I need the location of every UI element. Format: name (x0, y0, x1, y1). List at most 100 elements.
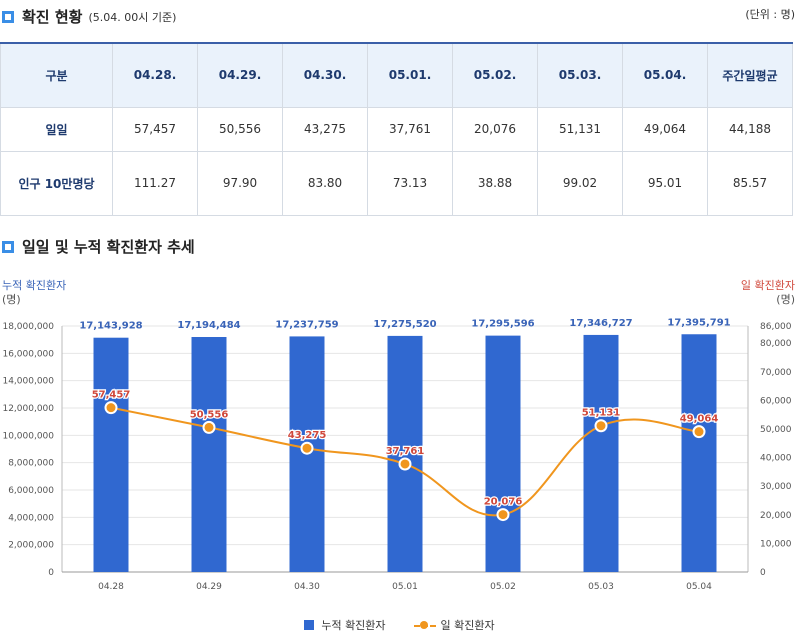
left-axis-tick-label: 18,000,000 (2, 322, 54, 332)
bar (681, 334, 717, 572)
table-cell: 97.90 (197, 150, 283, 216)
table-cell: 49,064 (622, 106, 708, 152)
bar-data-label: 17,295,596 (471, 319, 534, 330)
unit-label: (단위 : 명) (745, 8, 795, 21)
section-header-status: 확진 현황 (5.04. 00시 기준) (2, 6, 176, 27)
bar-data-label: 17,275,520 (373, 319, 436, 330)
header-cell: 05.04. (622, 42, 708, 108)
left-axis-label: 누적 확진환자 (2, 279, 67, 292)
legend-item-daily[interactable]: 일 확진환자 (413, 617, 495, 633)
line-data-label: 20,076 (484, 497, 523, 508)
line-swatch-icon (413, 620, 436, 630)
right-axis-label: 일 확진환자 (740, 279, 795, 292)
right-axis-tick-label: 0 (760, 568, 766, 578)
right-axis-unit: (명) (776, 293, 795, 306)
right-axis-title: 일 확진환자 (명) (741, 279, 795, 307)
table-cell: 95.01 (622, 150, 708, 216)
right-axis-tick-label: 30,000 (760, 482, 792, 492)
left-axis-tick-label: 12,000,000 (2, 404, 54, 414)
table-cell: 57,457 (112, 106, 198, 152)
bar-data-label: 17,395,791 (667, 317, 730, 328)
header-cell: 04.29. (197, 42, 283, 108)
section-header-trend: 일일 및 누적 확진환자 추세 (2, 236, 195, 257)
table-cell: 85.57 (707, 150, 793, 216)
bar (387, 335, 423, 572)
section-title: 확진 현황 (22, 8, 83, 26)
square-bullet-icon (2, 240, 14, 253)
table-cell: 38.88 (452, 150, 538, 216)
left-axis-tick-label: 16,000,000 (2, 349, 54, 359)
line-point (104, 401, 118, 415)
right-axis-tick-label: 40,000 (760, 454, 792, 464)
row-label: 일일 (0, 106, 113, 152)
left-axis-tick-label: 4,000,000 (8, 513, 54, 523)
line-data-label: 49,064 (680, 414, 719, 425)
line-data-label: 43,275 (288, 430, 327, 441)
legend-label: 일 확진환자 (440, 619, 495, 632)
right-axis-tick-label: 80,000 (760, 339, 792, 349)
line-data-label: 37,761 (386, 446, 425, 457)
left-axis-tick-label: 14,000,000 (2, 377, 54, 387)
left-axis-tick-label: 6,000,000 (8, 486, 54, 496)
bar (485, 335, 521, 572)
x-tick-label: 05.02 (490, 582, 516, 592)
left-axis-tick-label: 10,000,000 (2, 431, 54, 441)
table-cell: 73.13 (367, 150, 453, 216)
line-point (300, 441, 314, 455)
row-label: 인구 10만명당 (0, 150, 113, 216)
line-data-label: 50,556 (190, 409, 229, 420)
x-tick-label: 05.01 (392, 582, 418, 592)
left-axis-unit: (명) (2, 293, 21, 306)
header-cell: 05.01. (367, 42, 453, 108)
header-cell: 주간일평균 (707, 42, 793, 108)
bar-swatch-icon (304, 620, 315, 630)
combo-chart: 0 2,000,000 4,000,000 6,000,000 8,000,000 10,… (2, 317, 792, 592)
left-axis-tick-label: 0 (48, 568, 54, 578)
right-axis-tick-label: 60,000 (760, 396, 792, 406)
header-cell: 04.28. (112, 42, 198, 108)
right-axis-tick-label: 86,000 (760, 322, 792, 332)
line-data-label: 51,131 (582, 408, 621, 419)
line-point (692, 425, 706, 439)
header-cell: 05.03. (537, 42, 623, 108)
line-point (496, 508, 510, 522)
chart-legend: 누적 확진환자 일 확진환자 (0, 617, 799, 633)
table-cell: 37,761 (367, 106, 453, 152)
table-cell: 51,131 (537, 106, 623, 152)
stats-table: 구분 04.28. 04.29. 04.30. 05.01. 05.02. 05… (0, 42, 793, 216)
bar (93, 337, 129, 572)
header-cell: 구분 (0, 42, 113, 108)
bar-data-label: 17,346,727 (569, 318, 632, 329)
table-cell: 99.02 (537, 150, 623, 216)
table-row: 일일 57,457 50,556 43,275 37,761 20,076 51… (0, 106, 793, 152)
section-subtitle: (5.04. 00시 기준) (88, 10, 177, 24)
x-tick-label: 04.29 (196, 582, 222, 592)
bar-data-label: 17,237,759 (275, 319, 338, 330)
right-axis-tick-label: 10,000 (760, 539, 792, 549)
x-tick-label: 05.03 (588, 582, 614, 592)
table-cell: 111.27 (112, 150, 198, 216)
right-axis-tick-label: 70,000 (760, 368, 792, 378)
left-axis-tick-label: 2,000,000 (8, 541, 54, 551)
left-axis-title: 누적 확진환자 (명) (2, 279, 66, 307)
table-row: 인구 10만명당 111.27 97.90 83.80 73.13 38.88 … (0, 150, 793, 216)
table-cell: 50,556 (197, 106, 283, 152)
line-data-label: 57,457 (92, 390, 131, 401)
bar-data-label: 17,194,484 (177, 320, 240, 331)
bar-data-label: 17,143,928 (79, 321, 142, 332)
bar (583, 334, 619, 572)
bar (191, 337, 227, 572)
table-cell: 44,188 (707, 106, 793, 152)
legend-item-cumulative[interactable]: 누적 확진환자 (304, 617, 386, 633)
x-tick-label: 04.30 (294, 582, 320, 592)
right-axis-tick-label: 20,000 (760, 511, 792, 521)
left-axis-tick-label: 8,000,000 (8, 459, 54, 469)
x-tick-label: 04.28 (98, 582, 124, 592)
table-cell: 20,076 (452, 106, 538, 152)
table-cell: 43,275 (282, 106, 368, 152)
table-header-row: 구분 04.28. 04.29. 04.30. 05.01. 05.02. 05… (0, 42, 793, 108)
x-tick-label: 05.04 (686, 582, 712, 592)
line-point (594, 419, 608, 433)
table-cell: 83.80 (282, 150, 368, 216)
section-title: 일일 및 누적 확진환자 추세 (22, 238, 195, 256)
